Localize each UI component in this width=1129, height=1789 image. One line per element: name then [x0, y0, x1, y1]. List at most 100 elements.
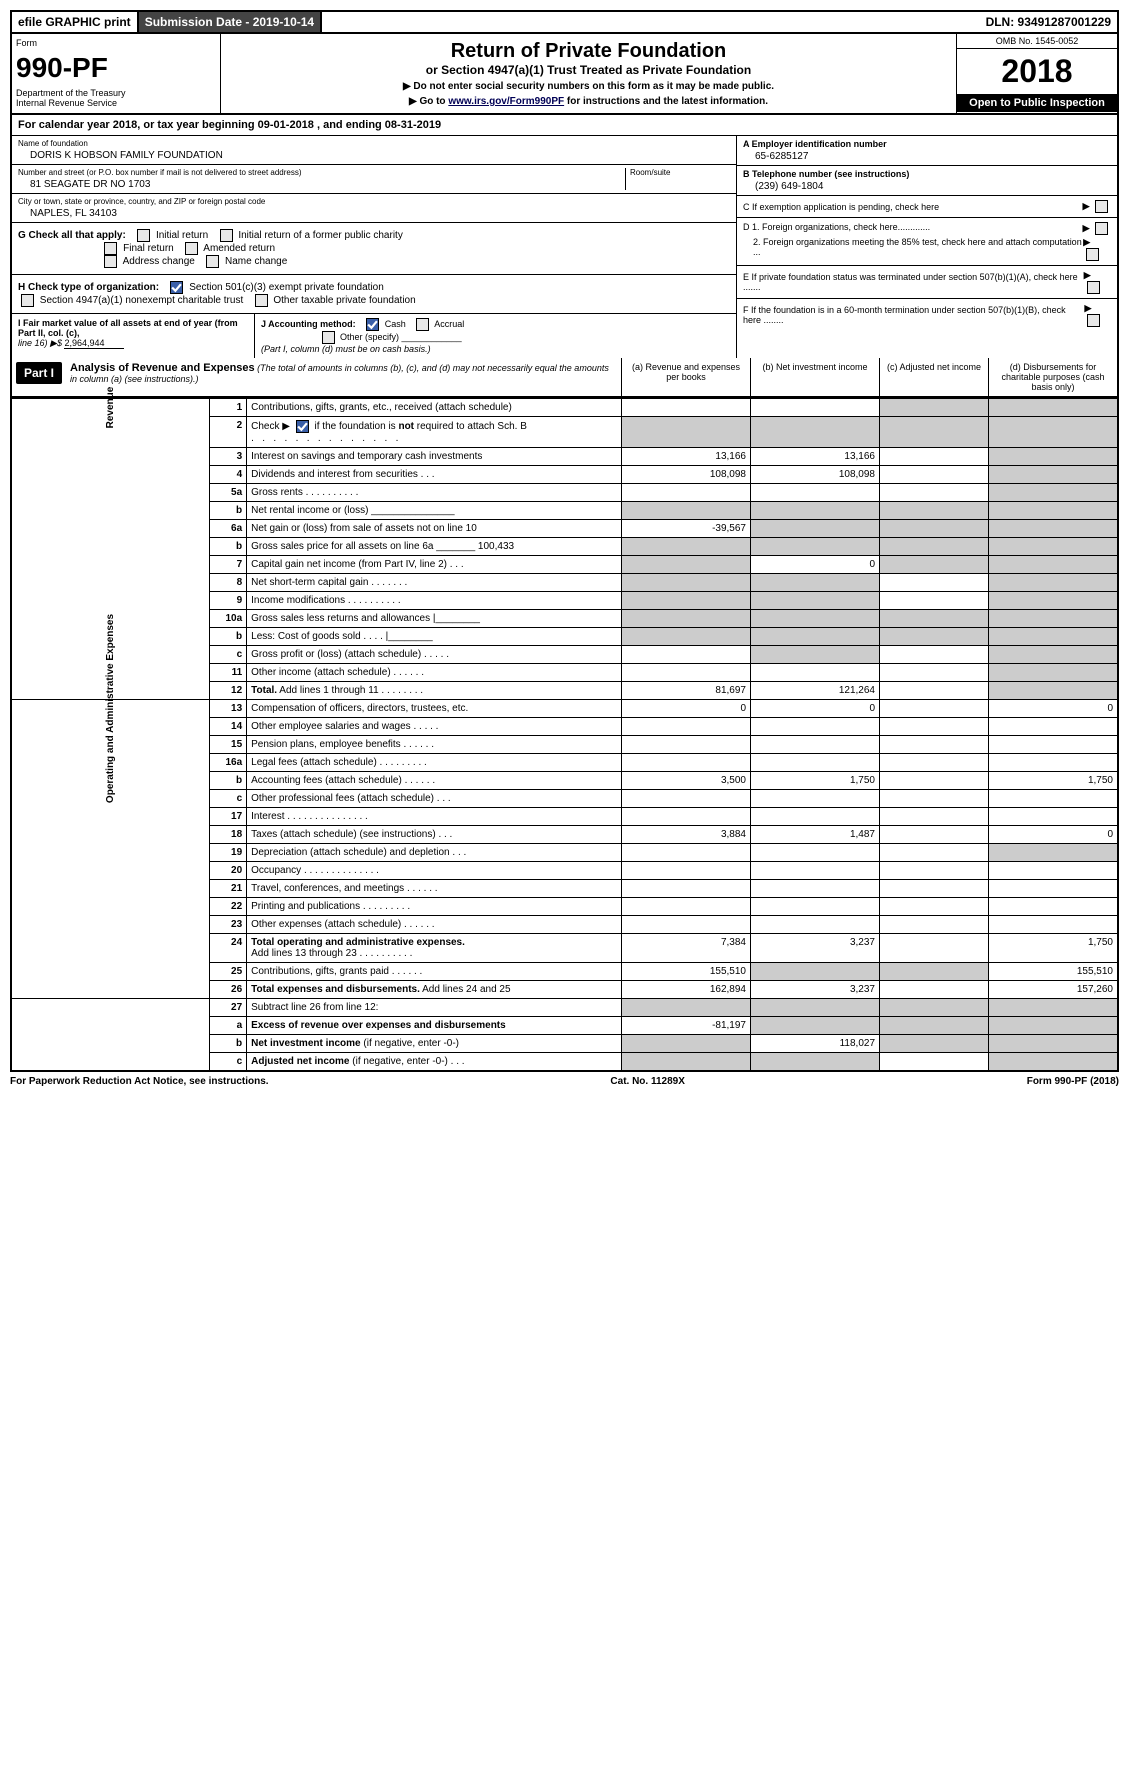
line-number: 1 [210, 399, 247, 417]
i-line16: line 16) ▶$ [18, 338, 62, 348]
line-description: Total. Add lines 1 through 11 . . . . . … [247, 682, 622, 700]
cb-amended-return[interactable] [185, 242, 198, 255]
part1-header: Part I Analysis of Revenue and Expenses … [10, 358, 1119, 398]
line-description: Printing and publications . . . . . . . … [247, 898, 622, 916]
line-number: 16a [210, 754, 247, 772]
data-cell: 1,750 [751, 772, 880, 790]
data-cell [989, 718, 1119, 736]
data-cell: 0 [751, 556, 880, 574]
data-cell: 1,750 [989, 934, 1119, 963]
data-cell [622, 916, 751, 934]
line-number: c [210, 790, 247, 808]
irs-link[interactable]: www.irs.gov/Form990PF [448, 96, 564, 107]
data-cell [989, 610, 1119, 628]
data-cell [751, 484, 880, 502]
data-cell [622, 1035, 751, 1053]
cb-4947[interactable] [21, 294, 34, 307]
data-cell [989, 399, 1119, 417]
data-cell [880, 448, 989, 466]
line-number: 23 [210, 916, 247, 934]
cb-final-return[interactable] [104, 242, 117, 255]
data-cell: 162,894 [622, 981, 751, 999]
data-cell: 0 [622, 700, 751, 718]
instr2-post: for instructions and the latest informat… [567, 96, 768, 107]
open-to-public: Open to Public Inspection [957, 94, 1117, 112]
d2-text: 2. Foreign organizations meeting the 85%… [743, 237, 1083, 261]
part1-badge: Part I [16, 362, 62, 384]
data-cell [751, 610, 880, 628]
cb-initial-return[interactable] [137, 229, 150, 242]
line-description: Subtract line 26 from line 12: [247, 999, 622, 1017]
data-cell [880, 898, 989, 916]
cb-name-change[interactable] [206, 255, 219, 268]
table-row: Operating and Administrative Expenses13C… [11, 700, 1118, 718]
tax-year: 2018 [957, 49, 1117, 94]
line-number: 17 [210, 808, 247, 826]
line-number: 26 [210, 981, 247, 999]
data-cell: 0 [989, 700, 1119, 718]
line-number: b [210, 772, 247, 790]
section-g: G Check all that apply: Initial return I… [12, 223, 736, 275]
data-cell [622, 790, 751, 808]
data-cell: 157,260 [989, 981, 1119, 999]
line-description: Capital gain net income (from Part IV, l… [247, 556, 622, 574]
city-label: City or town, state or province, country… [18, 197, 730, 206]
line-number: 7 [210, 556, 247, 574]
line-description: Total expenses and disbursements. Add li… [247, 981, 622, 999]
line-number: 3 [210, 448, 247, 466]
phone-label: B Telephone number (see instructions) [743, 169, 909, 179]
line-number: 4 [210, 466, 247, 484]
data-cell: 81,697 [622, 682, 751, 700]
data-cell [751, 718, 880, 736]
data-cell: 0 [989, 826, 1119, 844]
cb-other-method[interactable] [322, 331, 335, 344]
cb-d1[interactable] [1095, 222, 1108, 235]
line-number: 9 [210, 592, 247, 610]
line-description: Excess of revenue over expenses and disb… [247, 1017, 622, 1035]
dln: DLN: 93491287001229 [980, 12, 1117, 32]
data-cell [751, 628, 880, 646]
data-cell [751, 664, 880, 682]
line-description: Income modifications . . . . . . . . . . [247, 592, 622, 610]
line-description: Other expenses (attach schedule) . . . .… [247, 916, 622, 934]
data-cell [989, 754, 1119, 772]
line-description: Taxes (attach schedule) (see instruction… [247, 826, 622, 844]
line-description: Interest on savings and temporary cash i… [247, 448, 622, 466]
h-501: Section 501(c)(3) exempt private foundat… [189, 282, 384, 293]
calendar-year-line: For calendar year 2018, or tax year begi… [10, 115, 1119, 136]
j-other: Other (specify) [340, 332, 399, 342]
data-cell [880, 664, 989, 682]
cb-sch-b[interactable] [296, 420, 309, 433]
cb-accrual[interactable] [416, 318, 429, 331]
footer-left: For Paperwork Reduction Act Notice, see … [10, 1076, 269, 1087]
cb-address-change[interactable] [104, 255, 117, 268]
data-cell [880, 808, 989, 826]
line-number: 20 [210, 862, 247, 880]
g-initial: Initial return [156, 230, 208, 241]
cb-cash[interactable] [366, 318, 379, 331]
line-description: Net short-term capital gain . . . . . . … [247, 574, 622, 592]
cb-other-taxable[interactable] [255, 294, 268, 307]
data-cell [751, 754, 880, 772]
data-cell [622, 718, 751, 736]
cb-e[interactable] [1087, 281, 1100, 294]
form-title: Return of Private Foundation [227, 40, 950, 63]
cb-f[interactable] [1087, 314, 1100, 327]
ein-label: A Employer identification number [743, 139, 887, 149]
street-address: 81 SEAGATE DR NO 1703 [18, 177, 625, 190]
col-d-header: (d) Disbursements for charitable purpose… [988, 358, 1117, 396]
line-description: Dividends and interest from securities .… [247, 466, 622, 484]
data-cell [622, 808, 751, 826]
cb-d2[interactable] [1086, 248, 1099, 261]
data-cell: 108,098 [622, 466, 751, 484]
data-cell [989, 448, 1119, 466]
data-cell [622, 862, 751, 880]
line-description: Contributions, gifts, grants paid . . . … [247, 963, 622, 981]
data-cell [622, 556, 751, 574]
data-cell: -81,197 [622, 1017, 751, 1035]
cb-501c3[interactable] [170, 281, 183, 294]
data-cell [989, 808, 1119, 826]
cb-c[interactable] [1095, 200, 1108, 213]
cb-initial-former[interactable] [220, 229, 233, 242]
data-cell: 7,384 [622, 934, 751, 963]
